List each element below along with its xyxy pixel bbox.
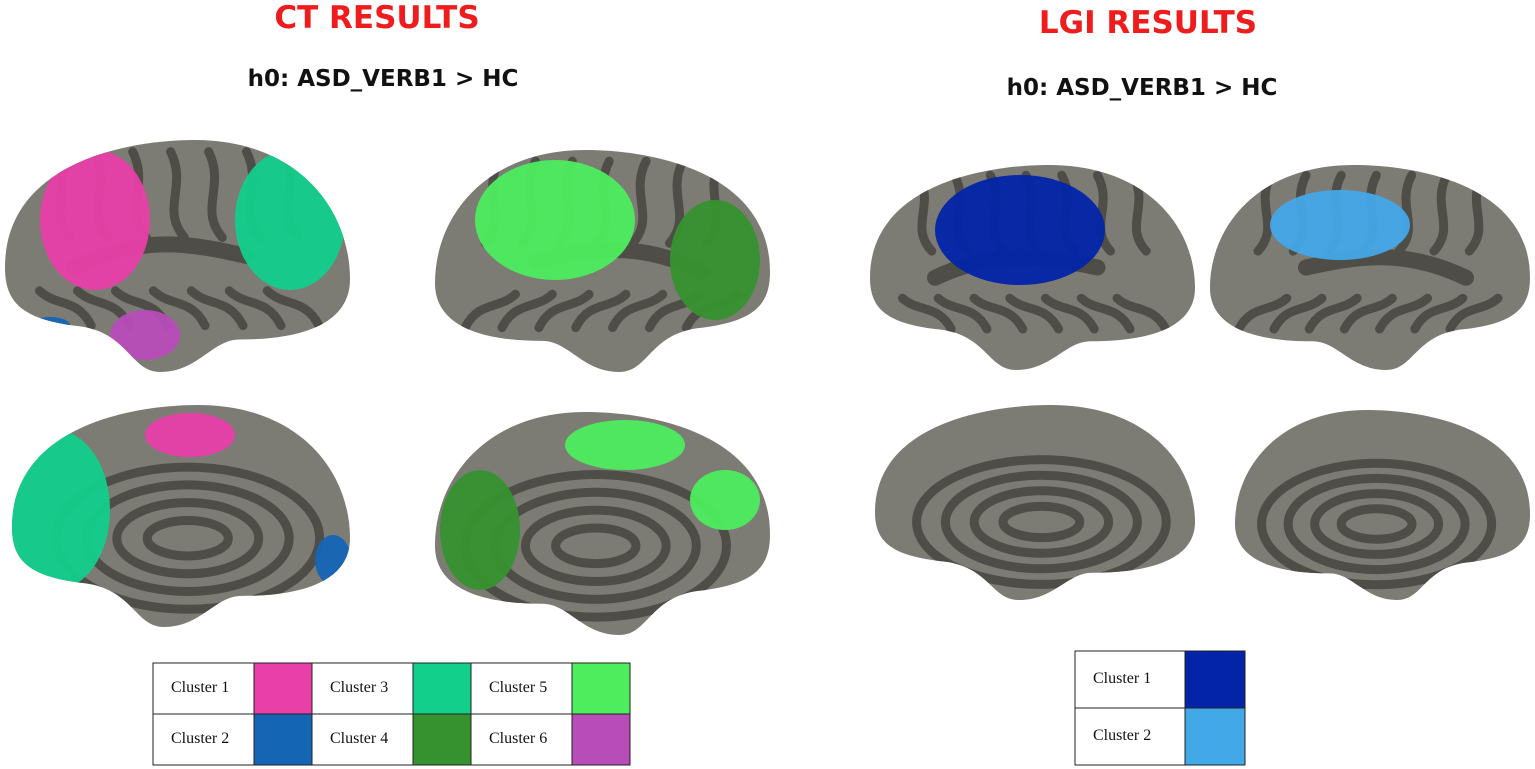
legend-label: Cluster 1 bbox=[1093, 670, 1151, 687]
sulcus bbox=[166, 147, 189, 242]
sulci bbox=[898, 170, 1171, 334]
sulcus bbox=[35, 286, 96, 331]
cluster-region bbox=[475, 160, 635, 280]
sulcus bbox=[224, 286, 286, 331]
sulci bbox=[460, 156, 760, 333]
brain bbox=[12, 405, 350, 627]
sulci bbox=[440, 420, 760, 622]
sulcus bbox=[1394, 170, 1417, 256]
sulcus bbox=[204, 147, 227, 242]
cluster-region bbox=[30, 317, 70, 333]
sulcus bbox=[940, 470, 1142, 574]
sulcus bbox=[1283, 473, 1470, 575]
sulcus bbox=[262, 286, 324, 331]
legend-cell bbox=[152, 662, 255, 715]
cluster-region bbox=[670, 200, 760, 320]
sulcus bbox=[1269, 293, 1327, 334]
sulcus bbox=[571, 289, 631, 333]
sulcus bbox=[912, 455, 1171, 589]
legend-swatch bbox=[253, 713, 313, 766]
sulcus bbox=[1005, 293, 1063, 334]
sulcus bbox=[1445, 293, 1503, 334]
sulcus bbox=[1112, 293, 1171, 334]
sulcus bbox=[969, 486, 1114, 558]
legend-swatch bbox=[412, 662, 472, 715]
cluster-region bbox=[440, 470, 520, 590]
cluster-region bbox=[40, 150, 150, 290]
sulcus bbox=[1339, 293, 1397, 334]
sulcus bbox=[933, 293, 992, 334]
legend-label: Cluster 6 bbox=[489, 730, 547, 747]
sulcus bbox=[520, 505, 671, 586]
sulcus bbox=[1429, 170, 1452, 256]
cluster-region bbox=[565, 420, 685, 470]
legend-cell bbox=[1074, 650, 1186, 709]
brain bbox=[875, 405, 1195, 600]
sulcus bbox=[186, 286, 248, 331]
legend-cell bbox=[470, 662, 573, 715]
sulcus bbox=[898, 293, 956, 334]
cluster-region bbox=[110, 310, 180, 360]
legend-label: Cluster 2 bbox=[171, 730, 229, 747]
sulcus bbox=[148, 286, 210, 331]
legend-swatch bbox=[1184, 650, 1246, 709]
sulcus bbox=[1310, 489, 1444, 559]
cluster-region bbox=[235, 150, 345, 290]
legend-swatch bbox=[253, 662, 313, 715]
sulcus bbox=[608, 289, 668, 333]
sulcus bbox=[998, 501, 1085, 543]
legend-label: Cluster 2 bbox=[1093, 727, 1151, 744]
sulcus bbox=[1410, 293, 1468, 334]
sulci bbox=[912, 455, 1171, 589]
legend-swatch bbox=[571, 713, 631, 766]
cluster-region bbox=[315, 535, 350, 585]
sulcus bbox=[1304, 293, 1362, 334]
sulcus bbox=[497, 289, 557, 333]
sulcus bbox=[534, 289, 594, 333]
cluster-region bbox=[145, 413, 235, 457]
sulcus bbox=[1076, 293, 1135, 334]
brain bbox=[870, 165, 1195, 370]
hypothesis: h0: ASD_VERB1 > HC bbox=[248, 66, 519, 92]
sulcus bbox=[1257, 458, 1497, 590]
legend-label: Cluster 5 bbox=[489, 679, 547, 696]
legend-label: Cluster 3 bbox=[330, 679, 388, 696]
legend-swatch bbox=[1184, 707, 1246, 766]
brain bbox=[5, 140, 350, 372]
legend-label: Cluster 1 bbox=[171, 679, 229, 696]
cluster-region bbox=[1270, 190, 1410, 260]
sulci bbox=[1257, 458, 1497, 590]
legend-swatch bbox=[571, 662, 631, 715]
sulcus bbox=[112, 498, 264, 579]
brain bbox=[1210, 165, 1530, 370]
legend-label: Cluster 4 bbox=[330, 730, 388, 747]
cluster-region bbox=[12, 430, 110, 590]
cluster-region bbox=[935, 175, 1105, 285]
sulcus bbox=[1375, 293, 1433, 334]
panel-title: CT RESULTS bbox=[274, 0, 479, 36]
legend-cell bbox=[470, 713, 573, 766]
sulcus bbox=[551, 523, 641, 569]
hypothesis: h0: ASD_VERB1 > HC bbox=[1007, 75, 1278, 101]
sulcus bbox=[1298, 249, 1474, 286]
sulci bbox=[1234, 170, 1503, 334]
sulcus bbox=[1336, 504, 1417, 544]
brain bbox=[1235, 410, 1530, 600]
sulcus bbox=[460, 289, 520, 333]
cluster-region bbox=[690, 470, 760, 530]
legend-swatch bbox=[412, 713, 472, 766]
sulcus bbox=[628, 156, 651, 248]
brain bbox=[435, 150, 770, 372]
brain bbox=[435, 412, 770, 635]
legend-cell bbox=[311, 713, 414, 766]
sulcus bbox=[1234, 293, 1292, 334]
sulcus bbox=[1041, 293, 1099, 334]
sulcus bbox=[969, 293, 1028, 334]
panel-title: LGI RESULTS bbox=[1039, 5, 1257, 41]
sulcus bbox=[142, 515, 233, 561]
